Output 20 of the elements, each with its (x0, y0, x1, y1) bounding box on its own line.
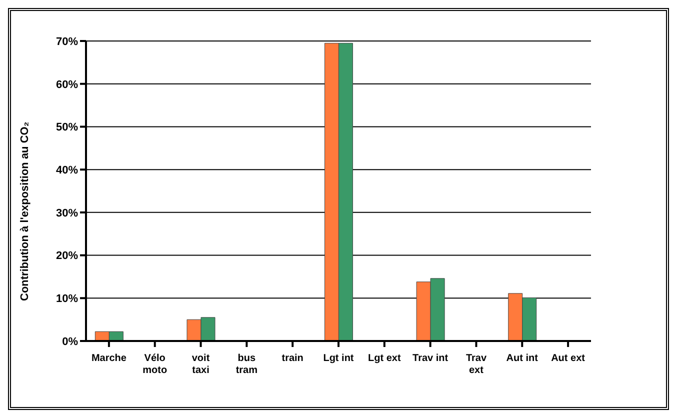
y-tick-label: 20% (56, 250, 78, 262)
x-tick-label: Vélo moto (142, 353, 168, 376)
y-tick-label: 30% (56, 207, 78, 220)
y-axis-title: Contribution à l'exposition au CO₂ (18, 122, 31, 301)
y-tick-label: 40% (56, 164, 78, 176)
x-tick-label: Trav int (412, 353, 449, 364)
x-tick-label: train (282, 353, 304, 364)
y-tick-label: 70% (56, 36, 78, 48)
x-tick-label: Aut int (506, 353, 539, 364)
x-tick-label: bus tram (236, 353, 258, 376)
y-tick-label: 60% (56, 78, 78, 91)
x-tick-label: Lgt int (323, 353, 354, 364)
y-tick-label: 10% (56, 293, 78, 306)
x-tick-label: Marche (91, 353, 127, 364)
x-tick-label: voit taxi (192, 353, 210, 376)
x-tick-label: Trav ext (466, 353, 487, 376)
y-tick-label: 0% (62, 336, 78, 348)
x-tick-label: Aut ext (551, 353, 586, 364)
x-tick-label: Lgt ext (368, 353, 402, 364)
y-tick-label: 50% (56, 122, 78, 134)
